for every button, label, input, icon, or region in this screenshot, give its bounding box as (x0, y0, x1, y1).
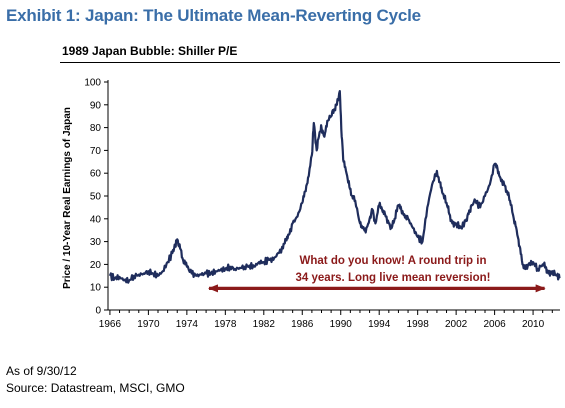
chart-title: 1989 Japan Bubble: Shiller P/E (62, 44, 238, 58)
x-tick-label: 2002 (445, 319, 468, 330)
y-tick-label: 70 (90, 146, 102, 157)
annotation-line-1: What do you know! A round trip in (300, 255, 487, 267)
series-line-shiller-pe (108, 90, 561, 284)
x-tick-label: 1982 (253, 319, 276, 330)
x-axis: 1966 1970 1974 1978 1982 1986 1990 1994 1998 2002… (99, 309, 560, 330)
y-axis-label: Price / 10-Year Real Earnings of Japan (62, 107, 73, 289)
x-tick-label: 1994 (368, 319, 391, 330)
y-tick-label: 100 (84, 78, 101, 89)
source-note: Source: Datastream, MSCI, GMO (6, 381, 185, 395)
y-tick-label: 40 (90, 214, 102, 225)
y-tick-label: 90 (90, 100, 102, 111)
x-tick-label: 1986 (291, 319, 314, 330)
exhibit-title: Exhibit 1: Japan: The Ultimate Mean-Reve… (6, 6, 421, 25)
as-of-note: As of 9/30/12 (6, 364, 77, 378)
x-tick-label: 1974 (176, 319, 199, 330)
x-tick-label: 1998 (407, 319, 430, 330)
x-tick-label: 1970 (137, 319, 160, 330)
y-tick-label: 20 (90, 260, 102, 271)
x-tick-label: 1966 (99, 319, 122, 330)
y-tick-label: 50 (90, 192, 102, 203)
x-tick-label: 1978 (214, 319, 237, 330)
y-tick-label: 30 (90, 237, 102, 248)
x-tick-label: 2006 (483, 319, 506, 330)
x-tick-label: 1990 (330, 319, 353, 330)
y-tick-label: 80 (90, 123, 102, 134)
y-tick-label: 0 (95, 306, 101, 317)
y-tick-label: 10 (90, 283, 102, 294)
annotation-line-2: 34 years. Long live mean reversion! (296, 272, 491, 284)
x-tick-label: 2010 (522, 319, 545, 330)
y-axis: 0 10 20 30 40 50 60 70 80 90 100 (84, 78, 109, 317)
y-tick-label: 60 (90, 169, 102, 180)
chart-title-rule (60, 62, 560, 63)
